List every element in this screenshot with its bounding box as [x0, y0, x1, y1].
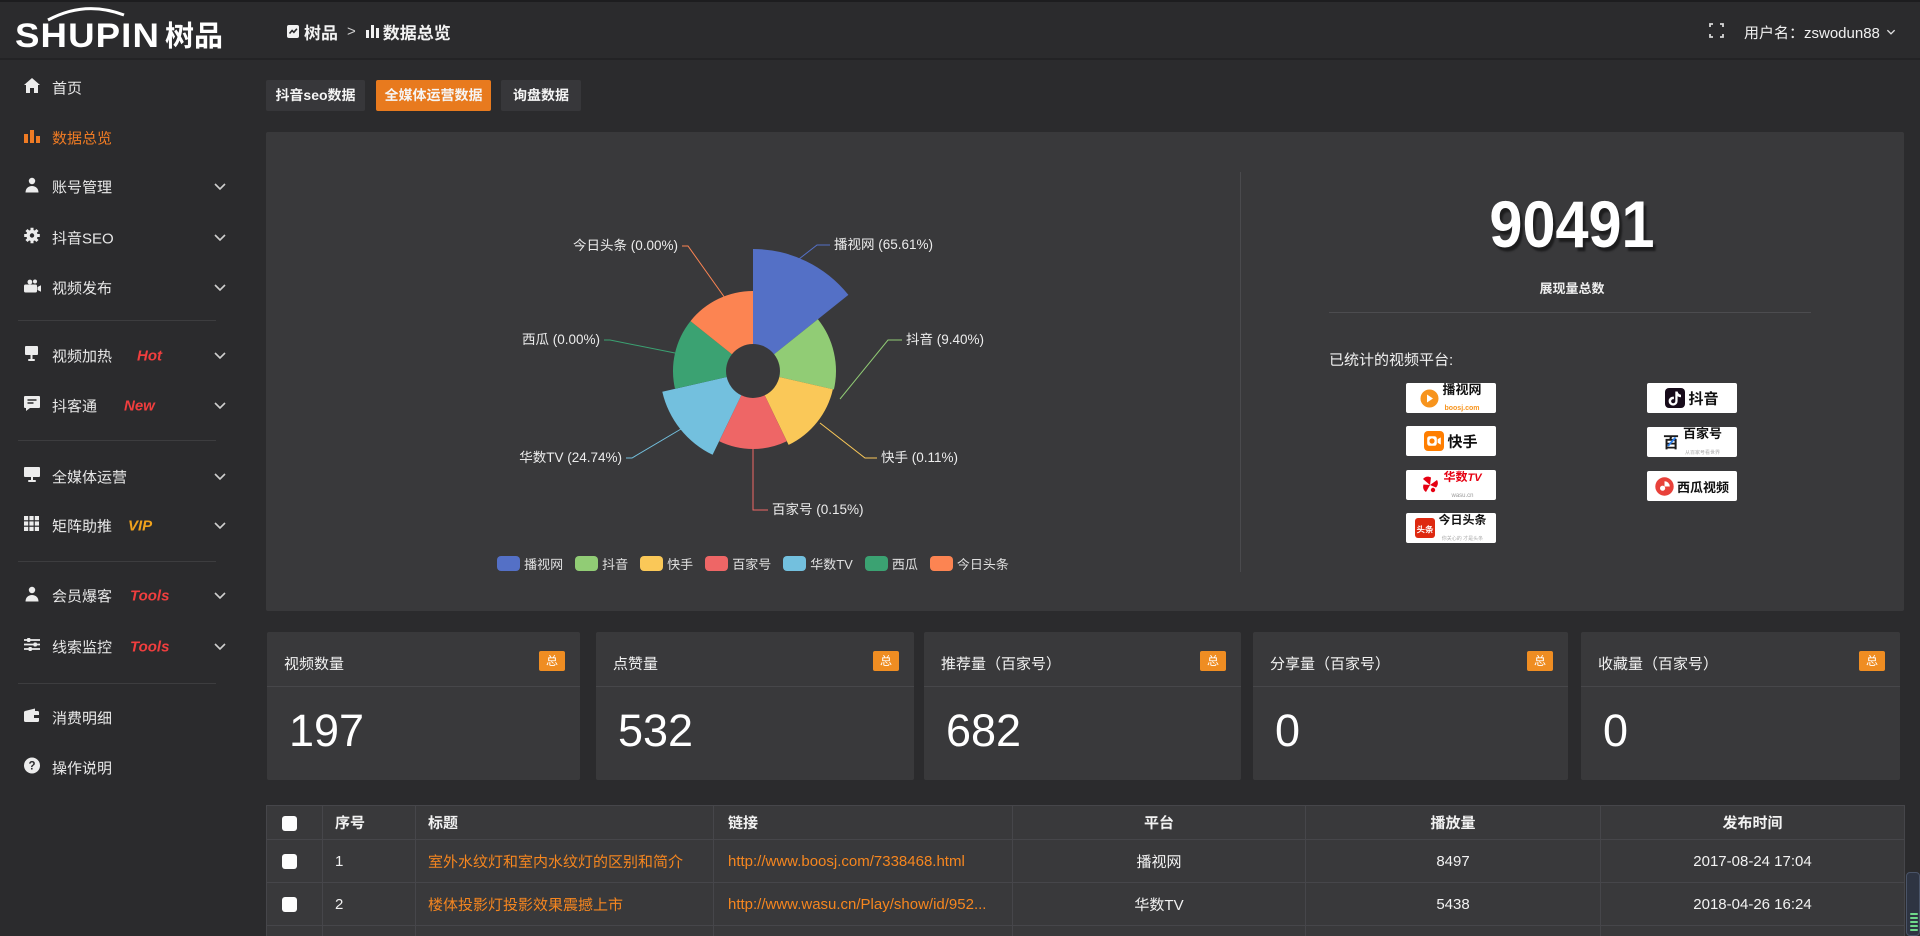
svg-text:百家号 (0.15%): 百家号 (0.15%): [772, 502, 864, 517]
svg-text:西瓜 (0.00%): 西瓜 (0.00%): [522, 332, 600, 347]
svg-text:头条: 头条: [1417, 525, 1435, 535]
svg-text:树品: 树品: [165, 21, 223, 53]
svg-text:SHUPIN: SHUPIN: [15, 17, 160, 55]
svg-text:播视网 (65.61%): 播视网 (65.61%): [834, 237, 933, 252]
svg-text:快手 (0.11%): 快手 (0.11%): [881, 450, 958, 465]
svg-text:今日头条 (0.00%): 今日头条 (0.00%): [573, 238, 678, 253]
svg-text:华数TV (24.74%): 华数TV (24.74%): [519, 450, 622, 465]
svg-text:抖音 (9.40%): 抖音 (9.40%): [906, 332, 984, 347]
svg-text:?: ?: [28, 761, 35, 773]
